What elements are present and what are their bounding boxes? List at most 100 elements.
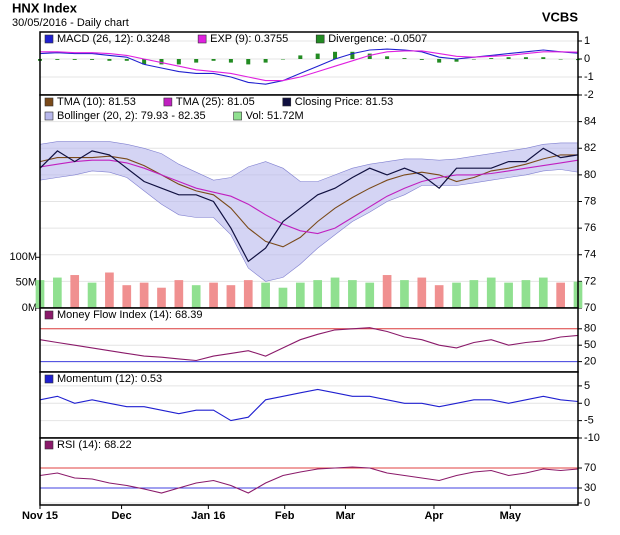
y-tick-label: 20 [584,356,596,368]
y-tick-label: 80 [584,323,596,335]
divergence-bar [228,59,233,63]
divergence-bar [194,59,199,63]
legend-label: Bollinger (20, 2): 79.93 - 82.35 [57,110,206,122]
y-tick-label: 84 [584,116,596,128]
x-tick-label: Jan 16 [191,510,225,522]
volume-bar [434,285,444,308]
volume-bar [174,280,184,308]
legend-label: EXP (9): 0.3755 [210,33,288,45]
divergence-bar [298,55,303,59]
volume-bar [295,282,305,308]
legend-swatch [44,374,54,384]
legend-swatch [163,97,173,107]
divergence-bar [280,59,285,60]
y-tick-label: 0 [584,497,590,509]
legend-label: RSI (14): 68.22 [57,439,132,451]
x-tick-label: Apr [424,510,444,522]
volume-bar [486,277,496,308]
divergence-bar [506,57,511,59]
volume-bar [261,282,270,308]
y-tick-label: 50 [584,339,596,351]
divergence-bar [124,59,129,61]
y-tick-label: 74 [584,249,596,261]
divergence-bar [246,59,251,65]
volume-bar [452,282,461,308]
price-line [39,147,579,263]
chart-subtitle: 30/05/2016 - Daily chart [12,17,129,29]
legend-swatch [282,97,292,107]
volume-bar [417,277,427,308]
y-tick-label: -2 [584,89,594,101]
volume-bar [400,280,409,308]
y-tick-label: 82 [584,142,596,154]
legend-label: Closing Price: 81.53 [295,96,393,108]
volume-bar [278,287,288,308]
volume-bar [87,282,97,308]
divergence-bar [541,57,546,59]
volume-bar [139,282,149,308]
indicator-line [39,327,579,362]
legend-swatch [233,111,242,121]
divergence-bar [315,53,320,59]
legend-swatch [44,310,54,320]
volume-bar [70,275,80,308]
legend-label: Money Flow Index (14): 68.39 [57,309,203,321]
x-tick-label: Nov 15 [22,510,58,522]
legend-label: Momentum (12): 0.53 [57,373,162,385]
legend-swatch [44,111,54,121]
legend-swatch [315,34,325,44]
divergence-bar [402,58,407,59]
legend-label: Divergence: -0.0507 [328,33,427,45]
divergence-bar [454,59,459,62]
volume-bar [348,280,357,308]
y-tick-label: 70 [584,302,596,314]
panel-frame [39,437,579,506]
legend-swatch [197,34,207,44]
brand: VCBS [542,9,578,24]
volume-bar [209,282,218,308]
y-tick-label: 5 [584,380,590,392]
y-tick-label: -5 [584,415,594,427]
divergence-bar [333,51,338,59]
volume-bar [157,287,166,308]
x-tick-label: May [500,510,522,522]
volume-bar [313,280,323,308]
legend-swatch [44,97,54,107]
divergence-bar [489,58,494,59]
divergence-bar [72,59,77,60]
legend-label: MACD (26, 12): 0.3248 [57,33,170,45]
y-tick-label: 0 [584,397,590,409]
panel-background [40,32,578,95]
divergence-bar [385,56,390,59]
y2-tick-label: 100M [9,251,37,263]
panel-background [40,438,578,505]
divergence-bar [159,59,164,65]
divergence-bar [142,59,147,65]
volume-bar [365,282,375,308]
volume-bar [53,277,62,308]
indicator-line [39,48,579,85]
indicator-line [39,154,578,248]
volume-bar [382,275,392,308]
volume-bar [226,285,236,308]
indicator-line [40,50,579,82]
divergence-bar [367,53,372,59]
divergence-bar [471,59,476,60]
volume-bar [105,272,114,308]
y-tick-label: 1 [584,35,590,47]
indicator-line [39,159,579,235]
y-tick-label: 30 [584,482,596,494]
y2-tick-label: 0M [22,302,37,314]
volume-bar [330,277,340,308]
y-tick-label: 78 [584,195,596,207]
y-tick-label: 70 [584,462,596,474]
y-tick-label: 80 [584,169,596,181]
x-tick-label: Mar [336,510,356,522]
volume-bar [538,277,548,308]
divergence-bar [419,59,424,60]
volume-bar [191,285,201,308]
legend-label: Vol: 51.72M [246,110,304,122]
y-tick-label: -1 [584,71,594,83]
volume-bar [556,282,565,308]
